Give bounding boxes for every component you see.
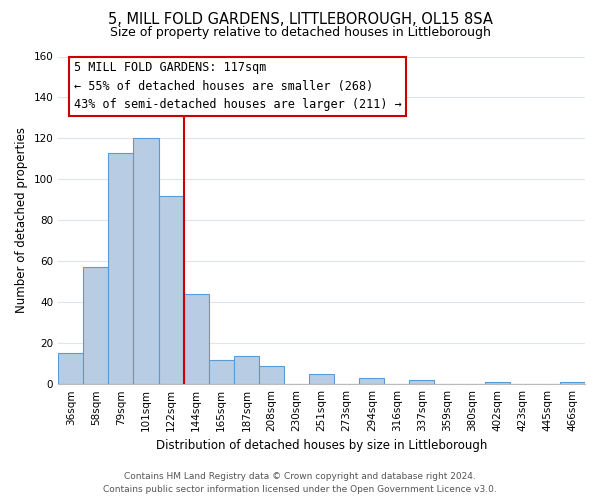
Bar bbox=[158, 196, 184, 384]
Bar bbox=[259, 366, 284, 384]
Bar bbox=[359, 378, 385, 384]
Bar bbox=[560, 382, 585, 384]
Bar bbox=[184, 294, 209, 384]
Bar bbox=[58, 354, 83, 384]
Bar bbox=[109, 153, 133, 384]
Bar bbox=[409, 380, 434, 384]
Bar bbox=[234, 356, 259, 384]
Y-axis label: Number of detached properties: Number of detached properties bbox=[15, 128, 28, 314]
Text: Contains HM Land Registry data © Crown copyright and database right 2024.
Contai: Contains HM Land Registry data © Crown c… bbox=[103, 472, 497, 494]
Bar bbox=[209, 360, 234, 384]
X-axis label: Distribution of detached houses by size in Littleborough: Distribution of detached houses by size … bbox=[156, 440, 487, 452]
Text: 5, MILL FOLD GARDENS, LITTLEBOROUGH, OL15 8SA: 5, MILL FOLD GARDENS, LITTLEBOROUGH, OL1… bbox=[107, 12, 493, 28]
Bar bbox=[133, 138, 158, 384]
Text: Size of property relative to detached houses in Littleborough: Size of property relative to detached ho… bbox=[110, 26, 490, 39]
Bar bbox=[309, 374, 334, 384]
Bar bbox=[485, 382, 510, 384]
Bar bbox=[83, 268, 109, 384]
Text: 5 MILL FOLD GARDENS: 117sqm
← 55% of detached houses are smaller (268)
43% of se: 5 MILL FOLD GARDENS: 117sqm ← 55% of det… bbox=[74, 62, 402, 112]
